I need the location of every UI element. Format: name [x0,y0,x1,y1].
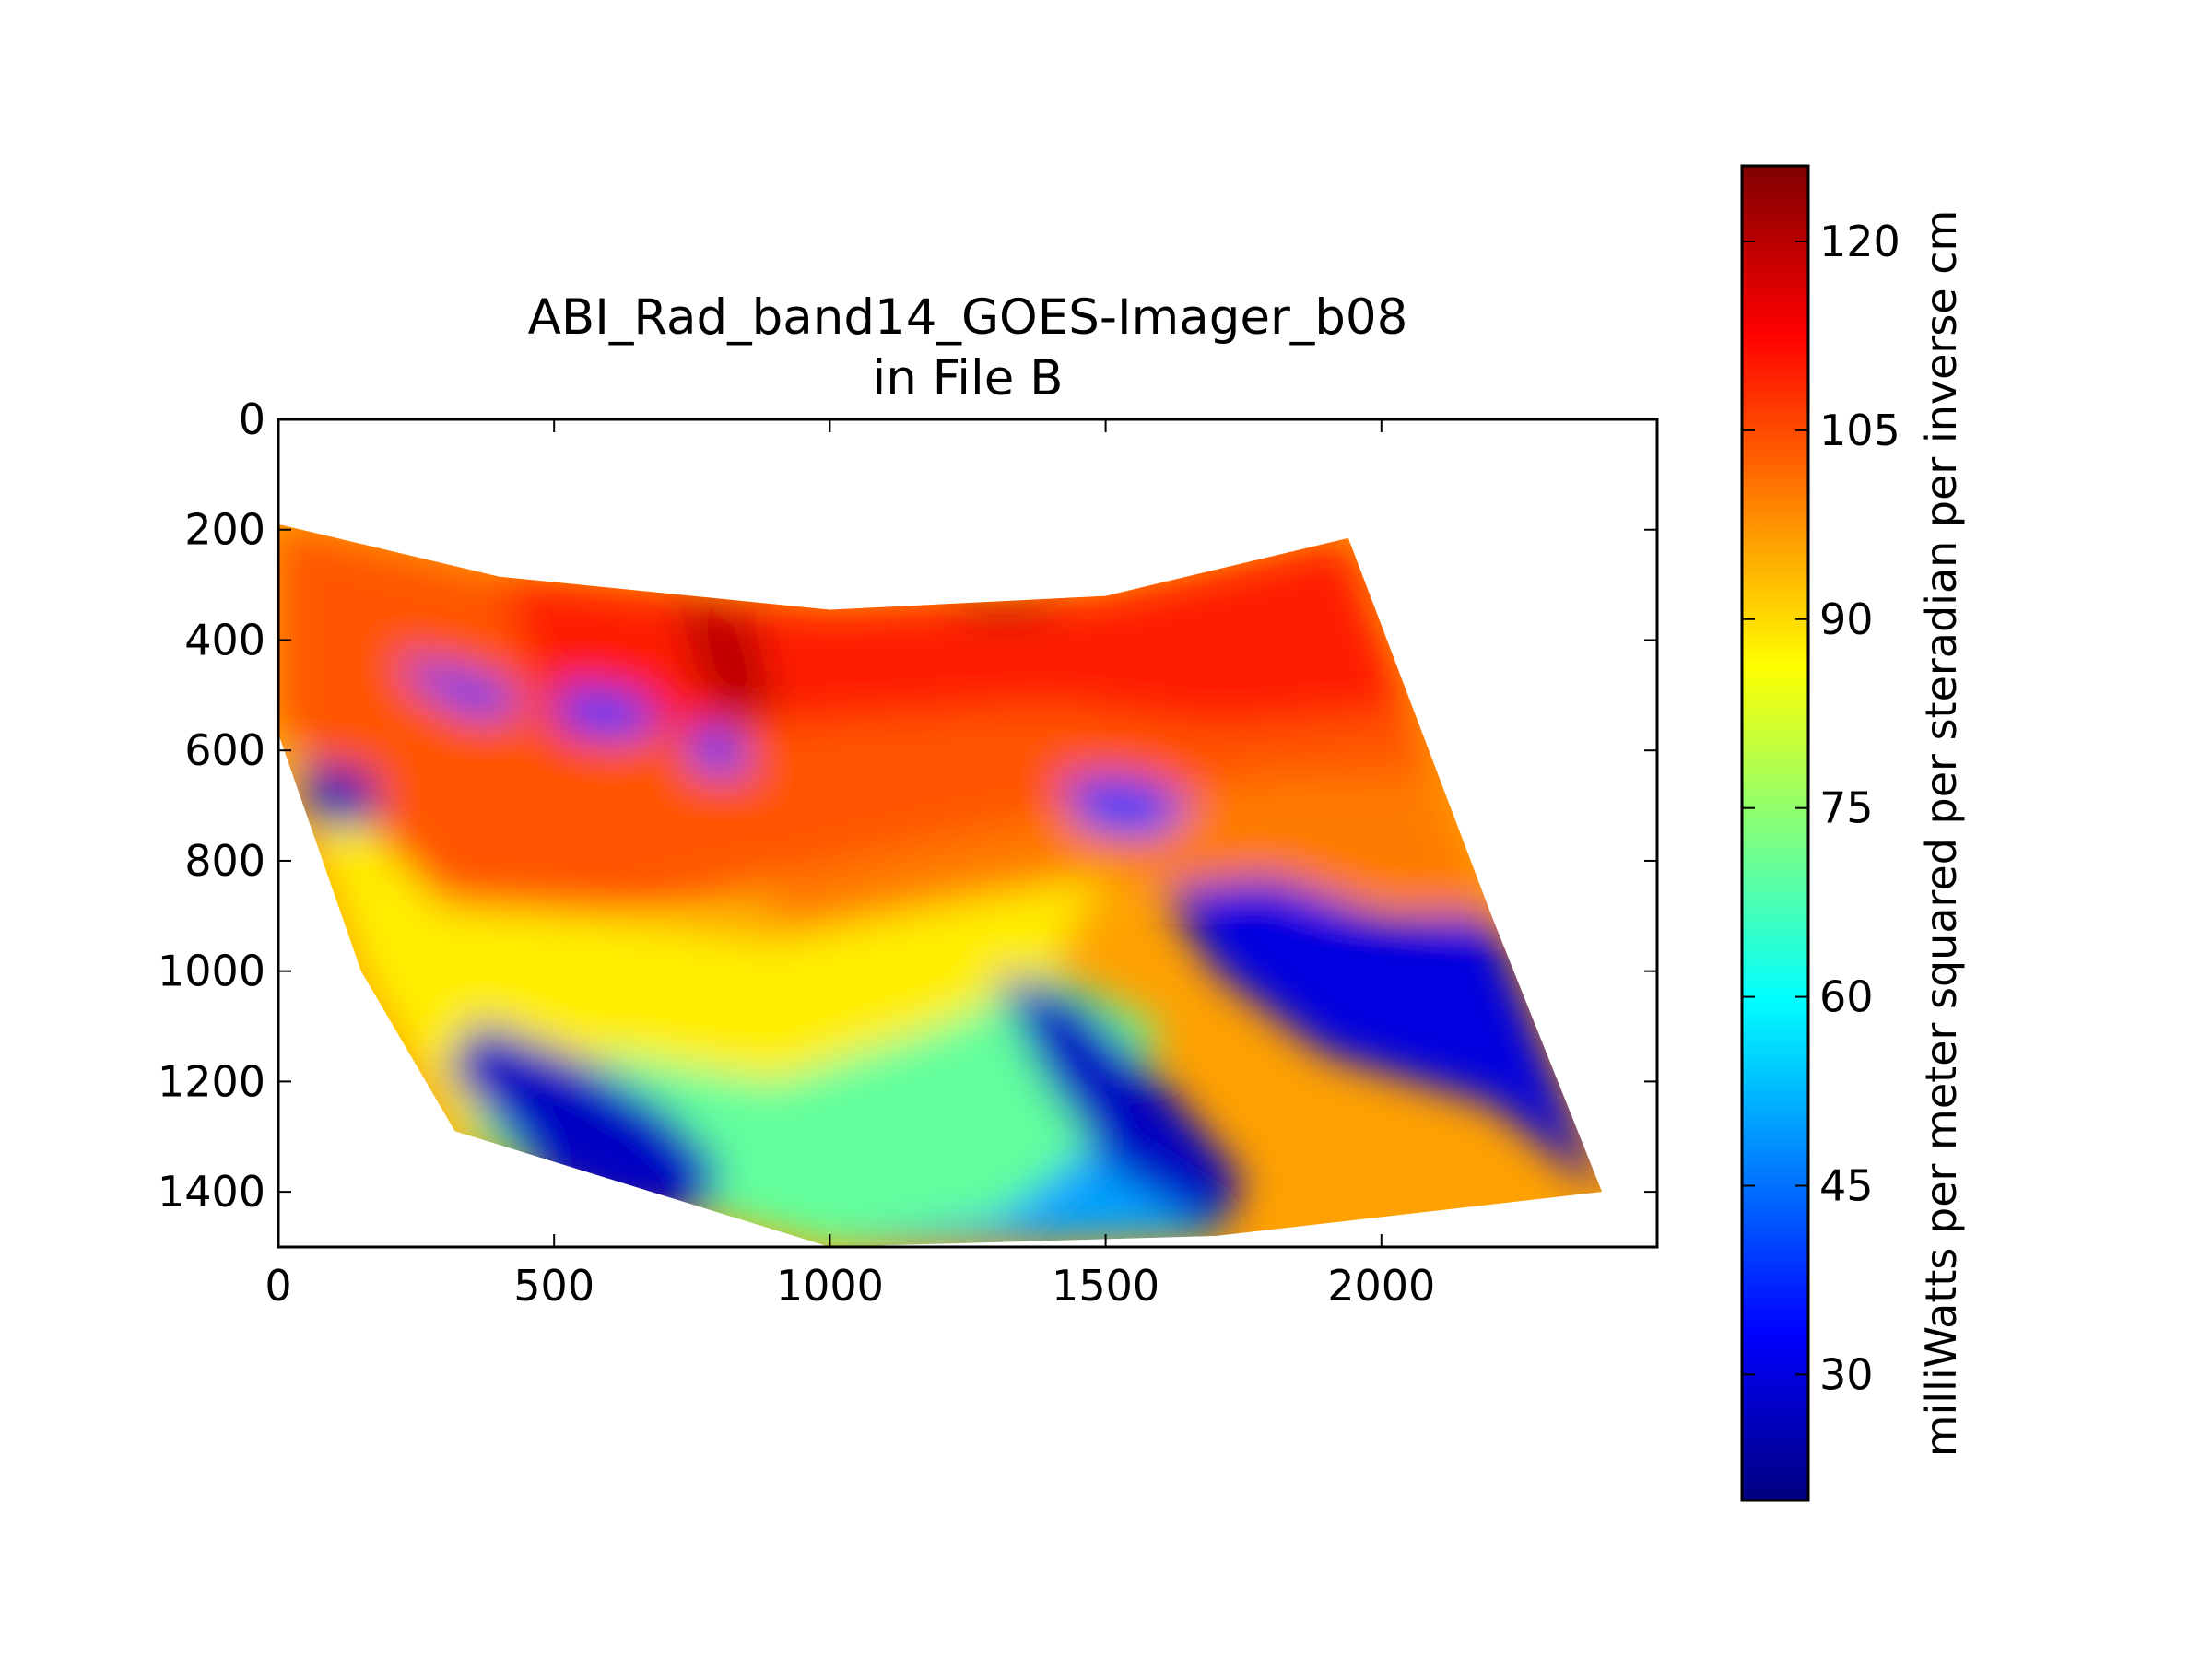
colorbar-tick-label: 90 [1819,594,1874,644]
y-tick-label: 600 [184,725,265,775]
y-tick-label: 1400 [158,1167,265,1217]
swath-region-8 [443,1020,720,1215]
swath-region-12 [686,728,753,773]
y-tick-label: 1200 [158,1056,265,1106]
swath-region-9 [295,761,378,828]
colorbar-ticks: 30 45 60 75 90 105 120 [1742,217,1900,1399]
swath-regions [278,524,1603,1247]
x-tick-label: 1000 [776,1261,884,1311]
y-axis: 0 200 400 600 800 1000 1200 1400 [158,394,1657,1217]
chart-title-line-1: ABI_Rad_band14_GOES-Imager_b08 [528,289,1408,346]
swath-region-7 [994,971,1244,1236]
x-tick-label: 0 [265,1261,291,1311]
y-tick-label: 800 [184,836,265,886]
swath-region-14 [675,595,775,729]
swath-image [278,524,1603,1247]
colorbar-bar [1740,164,1810,1502]
x-axis: 0 500 1000 1500 2000 [265,419,1435,1311]
y-tick-label: 400 [184,615,265,665]
colorbar-tick-label: 120 [1819,217,1900,266]
plot-frame [276,418,1659,1249]
colorbar-tick-label: 105 [1819,406,1900,455]
swath-region-6 [1160,877,1603,1193]
x-tick-label: 1500 [1052,1261,1159,1311]
swath-region-15 [951,601,1062,618]
swath-region-13 [1061,778,1194,839]
y-tick-label: 0 [239,394,265,444]
y-tick-label: 200 [184,505,265,555]
colorbar-label: milliWatts per meter squared per steradi… [1916,210,1966,1457]
y-tick-label: 1000 [158,947,265,996]
swath-region-10 [399,656,533,718]
x-tick-label: 500 [513,1261,594,1311]
x-tick-label: 2000 [1327,1261,1435,1311]
swath-region-11 [554,684,665,740]
colorbar-tick-label: 30 [1819,1349,1874,1399]
chart-title-line-2: in File B [872,350,1063,406]
colorbar-tick-label: 45 [1819,1160,1874,1210]
colorbar-tick-label: 60 [1819,972,1874,1022]
colorbar-tick-label: 75 [1819,783,1874,833]
colorbar: 30 45 60 75 90 105 120 milliWatts per meter sq… [1740,164,1966,1502]
plot-area: 0 500 1000 1500 2000 0 200 400 600 800 1000 1200 14… [158,394,1659,1311]
